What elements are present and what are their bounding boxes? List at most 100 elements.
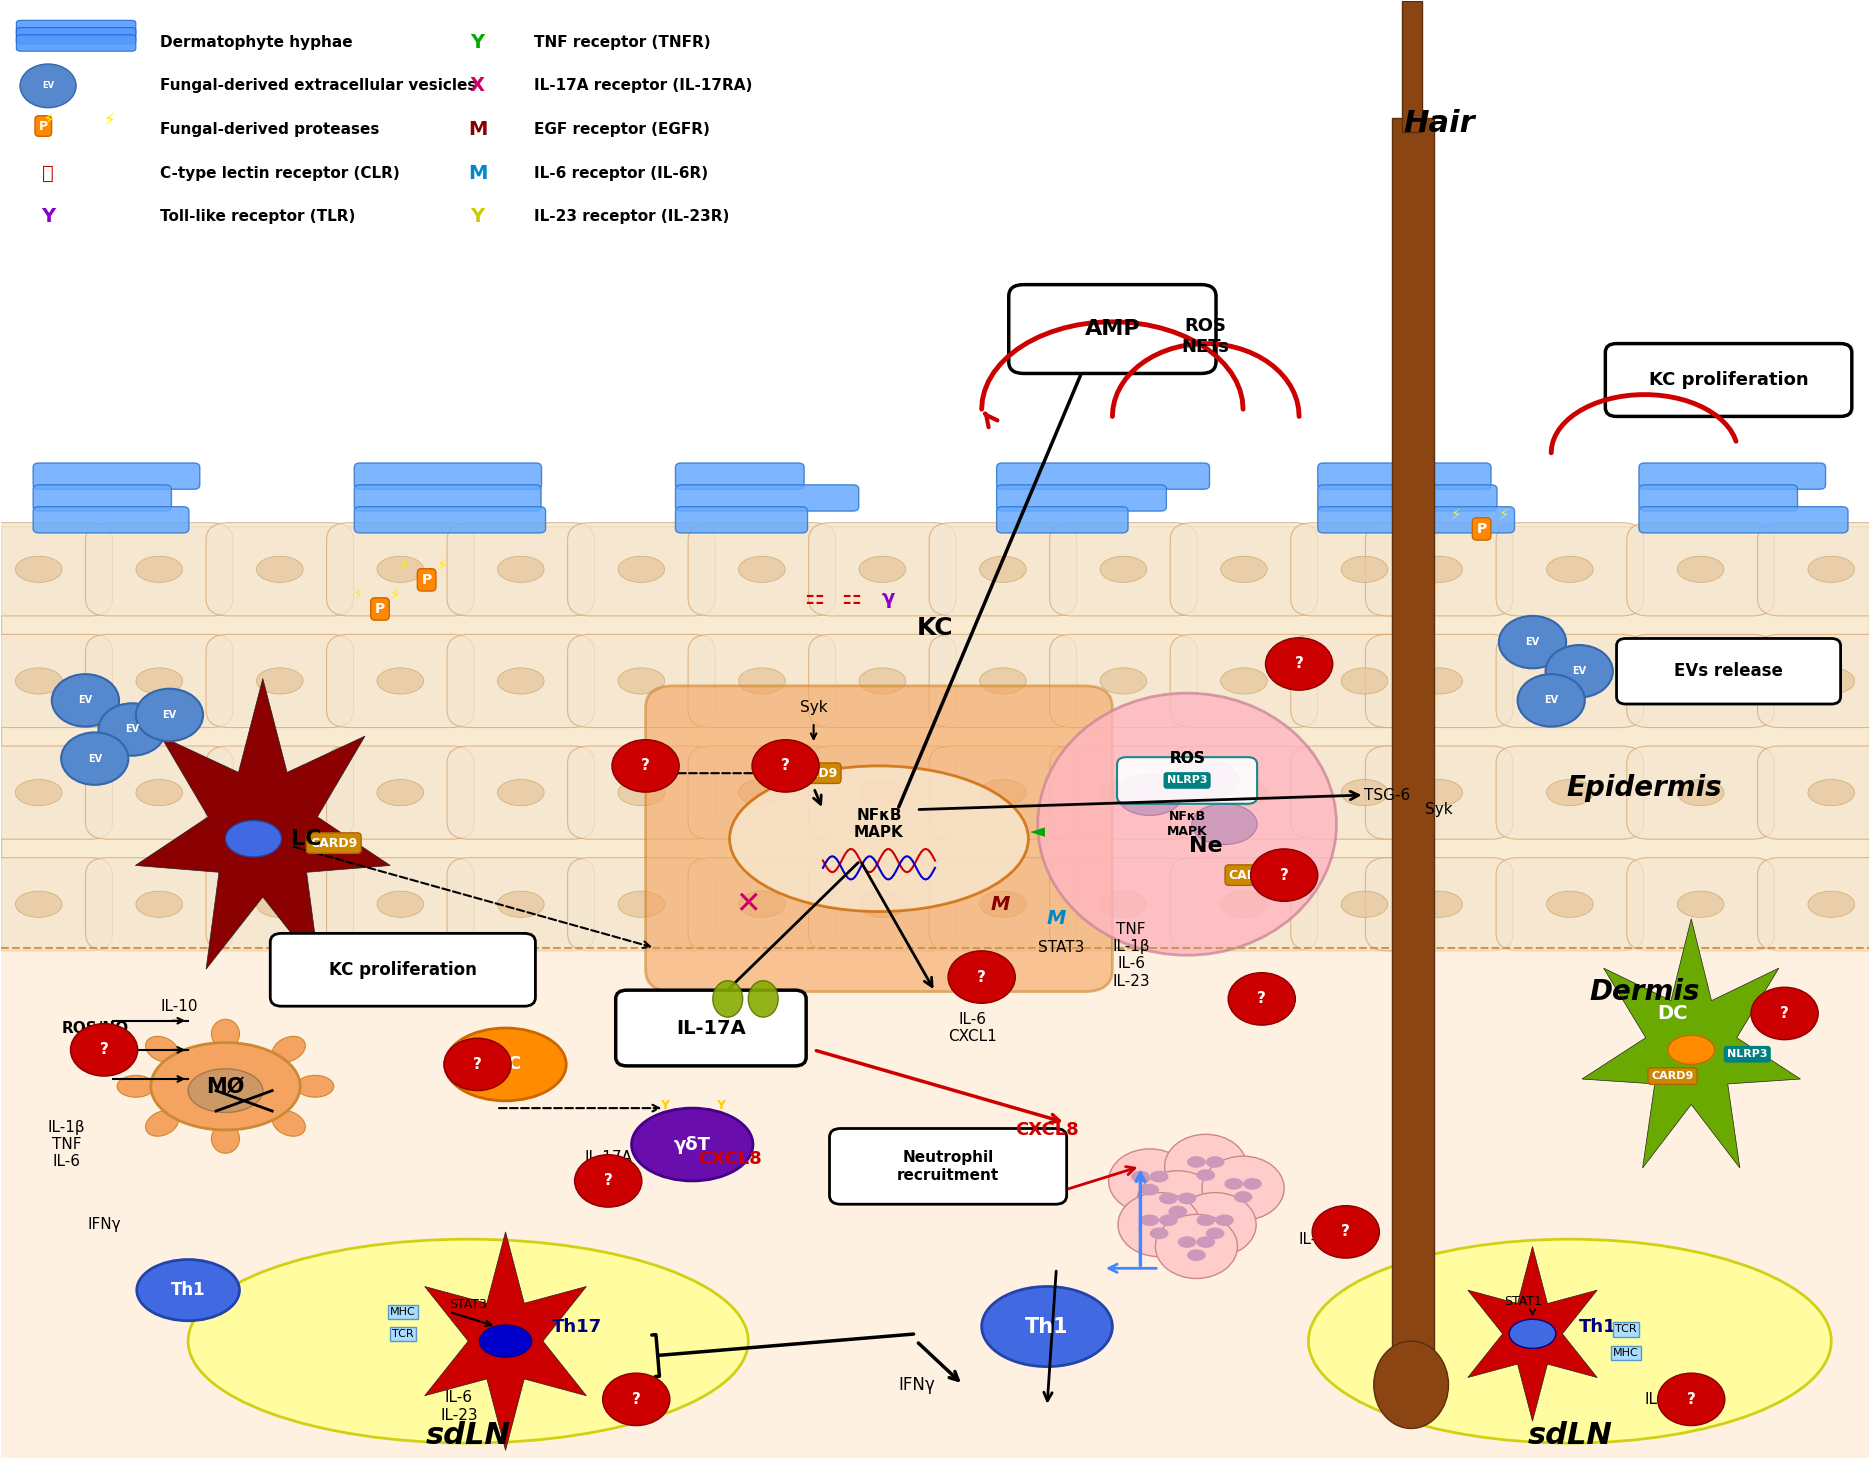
Circle shape [1118,1192,1201,1256]
FancyBboxPatch shape [1758,635,1870,728]
Circle shape [574,1154,641,1207]
Text: Syk: Syk [1425,802,1453,817]
Ellipse shape [1668,1036,1715,1065]
Circle shape [1165,1134,1247,1198]
FancyBboxPatch shape [929,746,1077,839]
Text: ⚏: ⚏ [842,588,860,608]
Ellipse shape [1677,556,1724,582]
Ellipse shape [226,820,282,856]
Text: ?: ? [641,759,651,773]
Text: ROS/NO: ROS/NO [62,1020,129,1036]
FancyBboxPatch shape [675,506,838,533]
FancyBboxPatch shape [206,635,353,728]
Text: ?: ? [473,1056,482,1072]
FancyBboxPatch shape [1616,639,1840,705]
Circle shape [1109,1148,1191,1212]
Text: EV: EV [163,711,176,719]
FancyBboxPatch shape [568,746,714,839]
Text: KC proliferation: KC proliferation [329,961,477,979]
Text: Syk: Syk [800,700,827,715]
Text: STAT3: STAT3 [449,1299,486,1312]
Circle shape [1750,988,1818,1040]
FancyBboxPatch shape [447,522,595,616]
FancyBboxPatch shape [808,858,956,951]
FancyBboxPatch shape [0,522,112,616]
Text: TCR: TCR [393,1329,413,1339]
FancyBboxPatch shape [1116,757,1257,804]
Ellipse shape [1221,891,1268,918]
Ellipse shape [980,668,1027,694]
FancyBboxPatch shape [1496,858,1644,951]
Text: ?: ? [1687,1392,1696,1406]
Text: sdLN: sdLN [1528,1421,1612,1450]
FancyBboxPatch shape [86,746,234,839]
Circle shape [752,740,819,792]
Ellipse shape [15,891,62,918]
FancyBboxPatch shape [688,858,836,951]
FancyBboxPatch shape [1496,522,1644,616]
Text: TSG-6: TSG-6 [1365,788,1410,802]
FancyBboxPatch shape [1318,506,1459,533]
Circle shape [1266,638,1333,690]
FancyBboxPatch shape [327,858,475,951]
Ellipse shape [617,891,664,918]
Ellipse shape [256,891,303,918]
Text: IL-23 receptor (IL-23R): IL-23 receptor (IL-23R) [533,210,729,225]
Ellipse shape [1116,775,1182,816]
Ellipse shape [15,556,62,582]
Text: Y: Y [716,1099,726,1112]
FancyBboxPatch shape [1496,746,1644,839]
Ellipse shape [1150,1170,1169,1182]
Text: Dermatophyte hyphae: Dermatophyte hyphae [161,35,353,50]
Ellipse shape [497,891,544,918]
FancyBboxPatch shape [17,35,137,51]
FancyBboxPatch shape [86,635,234,728]
Text: ⚡: ⚡ [398,557,410,572]
FancyBboxPatch shape [808,635,956,728]
Bar [1402,948,1868,1458]
Circle shape [1251,849,1318,902]
FancyBboxPatch shape [1638,463,1773,489]
Ellipse shape [1808,891,1855,918]
Text: P: P [1477,522,1487,535]
FancyBboxPatch shape [34,463,166,489]
Ellipse shape [1100,891,1146,918]
Ellipse shape [1197,1236,1216,1247]
Text: EV: EV [41,82,54,90]
Text: IL-23: IL-23 [1300,1231,1337,1246]
FancyBboxPatch shape [1604,344,1851,416]
Ellipse shape [980,779,1027,805]
FancyBboxPatch shape [1758,746,1870,839]
Ellipse shape [211,1020,239,1049]
Circle shape [1202,1156,1285,1220]
Text: ?: ? [1341,1224,1350,1239]
FancyBboxPatch shape [688,746,836,839]
Text: ⚡: ⚡ [389,587,400,601]
FancyBboxPatch shape [1049,858,1197,951]
Text: IL-1β
TNF
IL-6: IL-1β TNF IL-6 [49,1119,86,1170]
Text: ⚡: ⚡ [352,587,363,601]
Text: Y: Y [471,207,484,226]
FancyBboxPatch shape [327,746,475,839]
FancyBboxPatch shape [1627,635,1775,728]
Circle shape [611,740,679,792]
Text: Th17: Th17 [552,1317,602,1335]
FancyBboxPatch shape [688,522,836,616]
FancyBboxPatch shape [1290,746,1438,839]
Text: TNF receptor (TNFR): TNF receptor (TNFR) [533,35,711,50]
Ellipse shape [1341,556,1388,582]
Ellipse shape [1191,804,1257,845]
Text: Dermis: Dermis [1590,978,1700,1005]
FancyBboxPatch shape [1627,858,1775,951]
FancyBboxPatch shape [997,463,1154,489]
Ellipse shape [1187,1249,1206,1261]
Text: ?: ? [782,759,789,773]
Text: KC: KC [916,616,954,639]
FancyBboxPatch shape [447,635,595,728]
Text: ⚡: ⚡ [436,557,447,572]
Ellipse shape [378,891,424,918]
Circle shape [1546,645,1612,697]
Ellipse shape [1546,891,1593,918]
FancyBboxPatch shape [830,1128,1066,1204]
FancyBboxPatch shape [675,484,825,511]
